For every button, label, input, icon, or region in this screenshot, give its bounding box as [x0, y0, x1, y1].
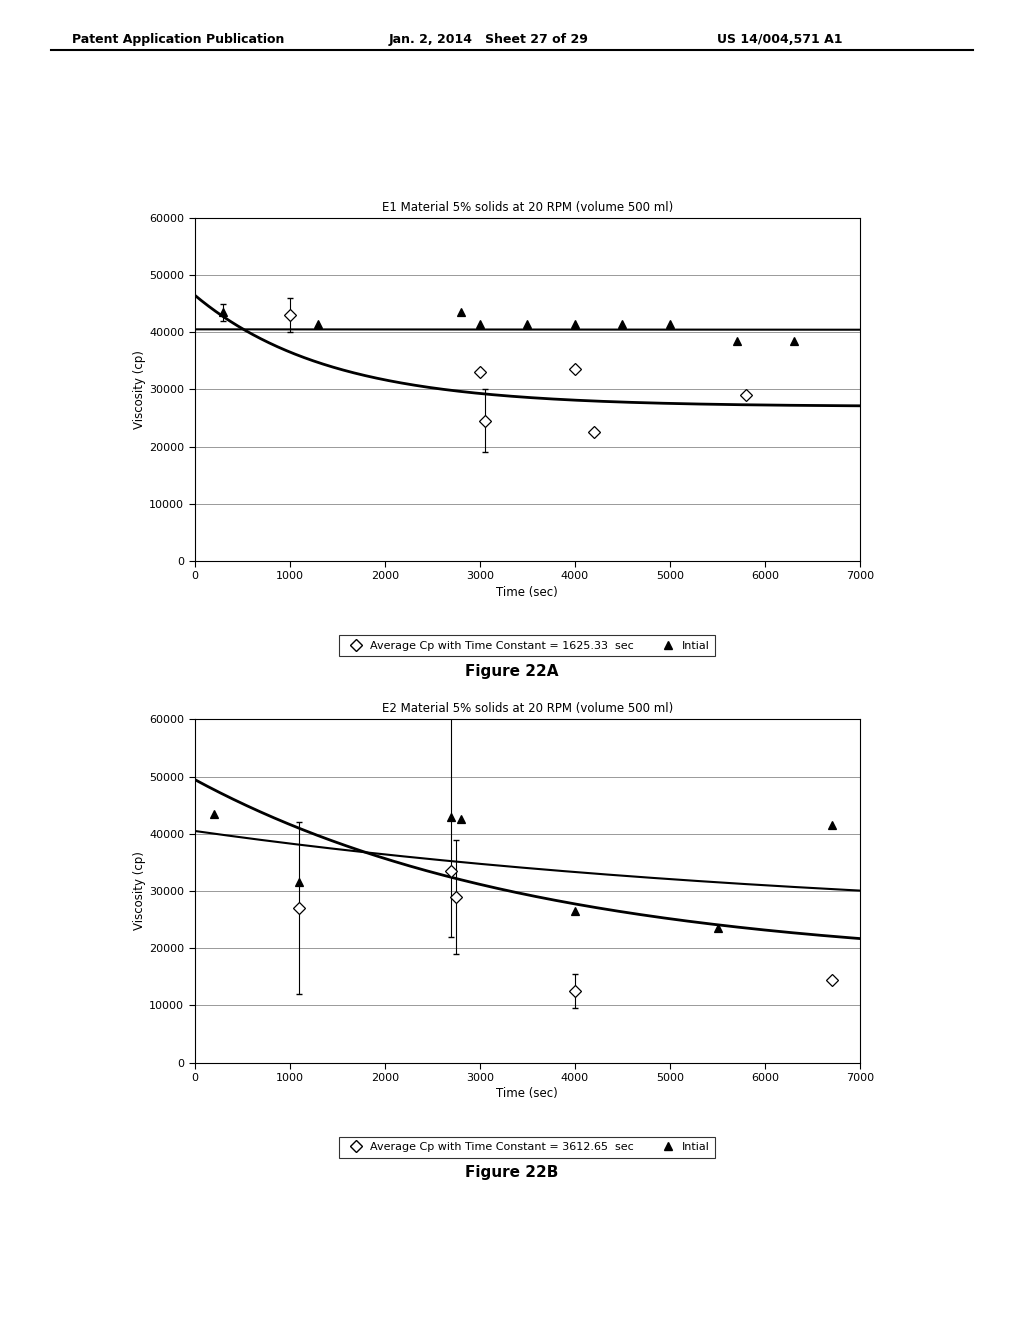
- Legend: Average Cp with Time Constant = 1625.33  sec, Intial: Average Cp with Time Constant = 1625.33 …: [339, 635, 716, 656]
- Y-axis label: Viscosity (cp): Viscosity (cp): [133, 851, 146, 931]
- X-axis label: Time (sec): Time (sec): [497, 1088, 558, 1100]
- Title: E1 Material 5% solids at 20 RPM (volume 500 ml): E1 Material 5% solids at 20 RPM (volume …: [382, 201, 673, 214]
- Legend: Average Cp with Time Constant = 3612.65  sec, Intial: Average Cp with Time Constant = 3612.65 …: [339, 1137, 716, 1158]
- Text: Patent Application Publication: Patent Application Publication: [72, 33, 284, 46]
- X-axis label: Time (sec): Time (sec): [497, 586, 558, 598]
- Title: E2 Material 5% solids at 20 RPM (volume 500 ml): E2 Material 5% solids at 20 RPM (volume …: [382, 702, 673, 715]
- Y-axis label: Viscosity (cp): Viscosity (cp): [133, 350, 146, 429]
- Text: Jan. 2, 2014   Sheet 27 of 29: Jan. 2, 2014 Sheet 27 of 29: [389, 33, 589, 46]
- Text: Figure 22A: Figure 22A: [465, 664, 559, 678]
- Text: Figure 22B: Figure 22B: [465, 1166, 559, 1180]
- Text: US 14/004,571 A1: US 14/004,571 A1: [717, 33, 843, 46]
